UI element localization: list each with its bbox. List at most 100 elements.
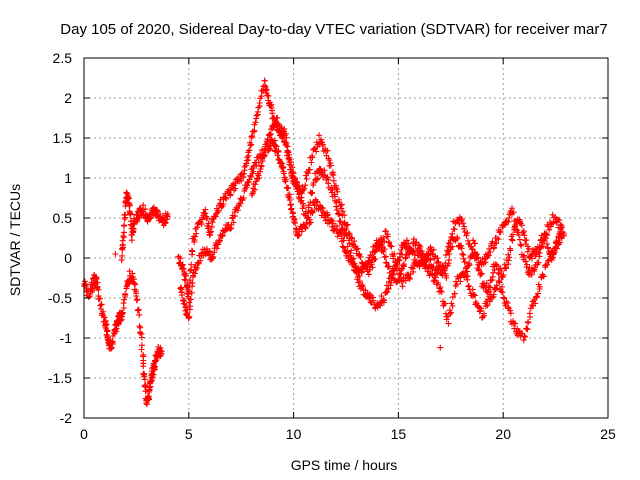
- data-point: [295, 232, 301, 239]
- data-point: [341, 212, 348, 219]
- data-point: [177, 285, 184, 292]
- data-point: [251, 186, 258, 193]
- y-tick-label: 0.5: [53, 210, 73, 226]
- data-point: [437, 288, 444, 295]
- x-axis-label: GPS time / hours: [291, 457, 398, 473]
- data-point: [337, 218, 344, 225]
- data-point: [429, 264, 436, 271]
- data-point: [495, 236, 502, 243]
- data-point: [444, 247, 451, 254]
- data-point: [322, 146, 328, 153]
- data-point: [499, 283, 505, 290]
- data-point: [179, 261, 186, 268]
- data-point: [449, 230, 456, 237]
- data-point: [510, 231, 516, 238]
- data-point: [258, 93, 265, 100]
- data-point: [511, 217, 518, 224]
- data-point: [470, 252, 477, 259]
- data-point: [441, 267, 448, 274]
- data-point: [318, 170, 324, 177]
- data-point: [324, 174, 331, 181]
- data-point: [207, 229, 214, 236]
- data-point: [311, 202, 318, 209]
- data-point: [474, 265, 481, 272]
- data-point: [446, 257, 452, 264]
- data-point: [498, 288, 505, 295]
- data-point: [179, 292, 185, 299]
- data-point: [186, 299, 193, 306]
- data-point: [334, 188, 341, 195]
- data-point: [534, 293, 540, 300]
- data-point: [475, 266, 482, 273]
- data-point: [126, 202, 133, 209]
- data-point: [194, 265, 201, 271]
- data-point: [454, 281, 460, 288]
- data-point: [448, 234, 455, 240]
- data-point: [288, 159, 294, 166]
- data-point: [386, 269, 393, 276]
- data-point: [104, 333, 111, 340]
- data-point: [384, 233, 391, 240]
- data-point: [318, 136, 325, 143]
- data-point: [356, 278, 363, 285]
- data-point: [197, 257, 204, 264]
- data-point: [506, 254, 513, 261]
- data-point: [485, 283, 492, 290]
- data-point: [280, 170, 287, 177]
- data-point: [135, 214, 141, 221]
- data-point: [430, 246, 437, 253]
- data-point: [274, 114, 281, 121]
- data-point: [451, 226, 458, 233]
- data-point: [219, 232, 226, 239]
- data-point: [289, 164, 296, 171]
- data-point: [261, 77, 268, 84]
- data-point: [109, 338, 116, 345]
- data-point: [454, 235, 461, 242]
- data-point: [142, 206, 149, 213]
- data-point: [279, 135, 286, 142]
- data-point: [127, 211, 134, 218]
- data-point: [380, 249, 387, 255]
- data-point: [136, 311, 143, 318]
- data-point: [147, 383, 154, 390]
- data-point: [133, 293, 140, 299]
- data-point: [536, 250, 543, 256]
- data-point: [95, 286, 102, 293]
- data-point: [464, 273, 471, 279]
- data-point: [344, 243, 351, 250]
- data-point: [423, 251, 430, 258]
- data-point: [417, 243, 424, 250]
- data-point: [457, 278, 464, 285]
- data-point: [205, 223, 212, 230]
- data-point: [319, 141, 326, 148]
- data-point: [138, 334, 145, 341]
- data-point: [189, 280, 196, 286]
- data-point: [500, 271, 507, 278]
- data-point: [194, 261, 201, 267]
- data-point: [487, 277, 494, 284]
- data-point: [96, 295, 103, 302]
- data-point: [385, 239, 392, 246]
- data-point: [306, 216, 313, 223]
- data-point: [189, 248, 196, 255]
- data-point: [496, 279, 503, 286]
- data-point: [141, 376, 148, 383]
- data-point: [458, 245, 465, 252]
- data-point: [394, 261, 401, 268]
- data-point: [345, 230, 352, 237]
- data-point: [112, 251, 119, 257]
- data-point: [324, 212, 331, 219]
- data-point: [544, 244, 551, 251]
- data-point: [191, 270, 198, 277]
- data-point: [245, 179, 252, 185]
- data-point: [378, 293, 385, 299]
- data-point: [150, 371, 157, 378]
- data-point: [300, 203, 307, 209]
- y-tick-label: 0: [64, 250, 72, 266]
- data-point: [215, 207, 222, 214]
- data-point: [336, 199, 343, 205]
- data-point: [440, 264, 447, 271]
- data-point: [259, 158, 266, 165]
